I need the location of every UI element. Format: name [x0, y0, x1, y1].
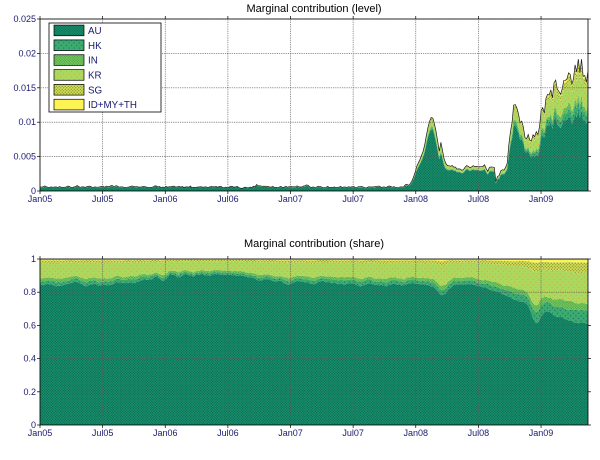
svg-text:1: 1	[31, 254, 36, 264]
svg-text:HK: HK	[88, 41, 102, 52]
svg-text:Jan05: Jan05	[28, 194, 53, 204]
svg-text:0.01: 0.01	[18, 117, 36, 127]
svg-text:IN: IN	[88, 56, 98, 67]
svg-text:Jul05: Jul05	[92, 194, 114, 204]
svg-text:0.025: 0.025	[13, 14, 36, 24]
svg-text:SG: SG	[88, 85, 102, 96]
svg-text:0.02: 0.02	[18, 48, 36, 58]
svg-text:Jul06: Jul06	[217, 194, 239, 204]
svg-text:0.015: 0.015	[13, 83, 36, 93]
svg-text:0.4: 0.4	[23, 354, 36, 364]
svg-text:Marginal contribution (level): Marginal contribution (level)	[246, 3, 381, 15]
svg-text:0.6: 0.6	[23, 320, 36, 330]
svg-text:Jan08: Jan08	[404, 428, 429, 438]
svg-text:Jul08: Jul08	[468, 428, 490, 438]
svg-text:Jul07: Jul07	[342, 428, 364, 438]
svg-text:Jul05: Jul05	[92, 428, 114, 438]
svg-text:Jan08: Jan08	[404, 194, 429, 204]
svg-text:Jan06: Jan06	[153, 194, 178, 204]
svg-text:Jan07: Jan07	[278, 428, 303, 438]
svg-text:Jan07: Jan07	[278, 194, 303, 204]
svg-text:KR: KR	[88, 70, 102, 81]
svg-text:Jul06: Jul06	[217, 428, 239, 438]
svg-text:Jul07: Jul07	[342, 194, 364, 204]
svg-text:AU: AU	[88, 26, 102, 37]
svg-text:0.8: 0.8	[23, 287, 36, 297]
svg-text:Marginal contribution (share): Marginal contribution (share)	[244, 238, 384, 250]
svg-text:Jan09: Jan09	[529, 428, 554, 438]
svg-text:Jan09: Jan09	[529, 194, 554, 204]
svg-text:Jan05: Jan05	[28, 428, 53, 438]
svg-text:Jul08: Jul08	[468, 194, 490, 204]
svg-text:0.2: 0.2	[23, 387, 36, 397]
svg-text:ID+MY+TH: ID+MY+TH	[88, 100, 137, 111]
svg-text:0.005: 0.005	[13, 152, 36, 162]
svg-text:Jan06: Jan06	[153, 428, 178, 438]
